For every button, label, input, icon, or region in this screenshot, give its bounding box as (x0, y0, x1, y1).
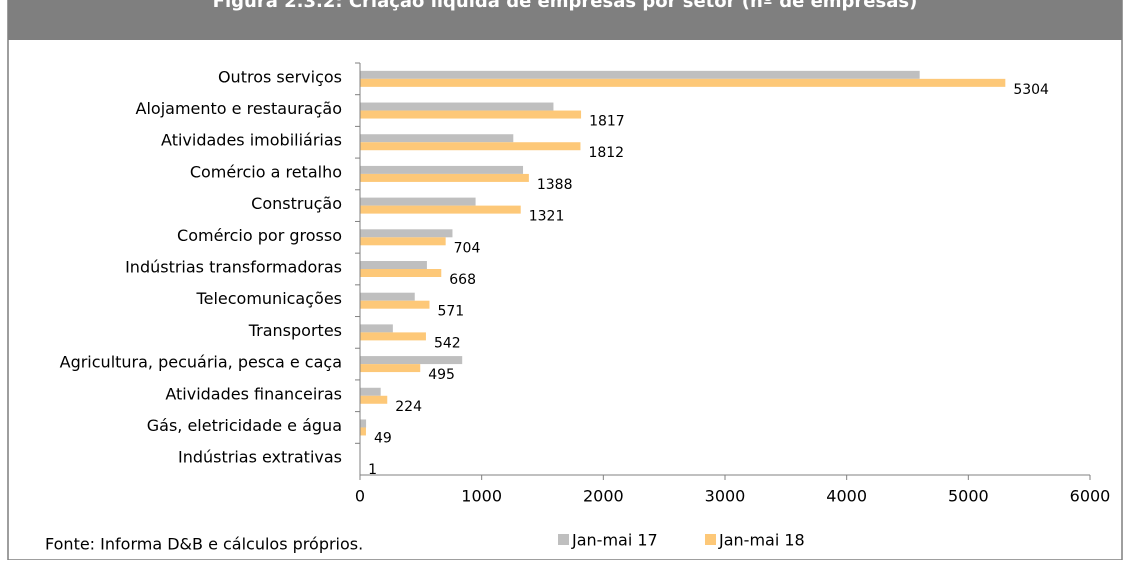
bar (360, 261, 427, 269)
bar (360, 79, 1005, 87)
y-tick-label: Indústrias transformadoras (125, 258, 342, 277)
legend-swatch (558, 534, 569, 545)
bar (360, 364, 420, 372)
data-label: 1817 (589, 114, 625, 130)
data-label: 1388 (537, 177, 573, 193)
y-tick-label: Indústrias extrativas (178, 448, 342, 467)
bar (360, 396, 387, 404)
bar (360, 332, 426, 340)
y-tick-label: Gás, eletricidade e água (147, 416, 342, 435)
data-label: 668 (449, 272, 476, 288)
y-tick-label: Alojamento e restauração (136, 99, 342, 118)
y-tick-label: Atividades financeiras (165, 384, 342, 403)
x-tick-label: 2000 (583, 487, 624, 506)
bar (360, 301, 429, 309)
x-tick-label: 1000 (461, 487, 502, 506)
y-tick-label: Comércio a retalho (190, 162, 342, 181)
source-note: Fonte: Informa D&B e cálculos próprios. (45, 535, 363, 554)
data-label: 571 (437, 304, 464, 320)
bar (360, 142, 580, 150)
legend-swatch (705, 534, 716, 545)
bar (360, 419, 366, 427)
bar (360, 134, 513, 142)
y-tick-label: Outros serviços (218, 67, 342, 86)
y-tick-label: Transportes (248, 321, 342, 340)
y-tick-label: Agricultura, pecuária, pesca e caça (60, 353, 342, 372)
bar (360, 324, 393, 332)
bar (360, 206, 521, 214)
bar (360, 71, 920, 79)
x-tick-label: 5000 (948, 487, 989, 506)
legend-label: Jan-mai 17 (571, 531, 658, 550)
y-tick-label: Atividades imobiliárias (161, 131, 342, 150)
data-label: 704 (454, 240, 481, 256)
bar (360, 198, 476, 206)
bar (360, 427, 366, 435)
y-tick-label: Comércio por grosso (177, 226, 342, 245)
bar (360, 237, 446, 245)
bar (360, 269, 441, 277)
x-tick-label: 0 (355, 487, 365, 506)
y-tick-label: Construção (251, 194, 342, 213)
y-tick-label: Telecomunicações (196, 289, 342, 308)
x-tick-label: 3000 (705, 487, 746, 506)
data-label: 49 (374, 430, 392, 446)
bar (360, 103, 553, 111)
chart-title: Figura 2.3.2: Criação líquida de empresa… (213, 0, 918, 12)
data-label: 495 (428, 367, 455, 383)
bar (360, 166, 523, 174)
bar (360, 229, 452, 237)
legend-label: Jan-mai 18 (718, 531, 805, 550)
data-label: 1321 (529, 209, 565, 225)
data-label: 542 (434, 335, 461, 351)
bar (360, 293, 415, 301)
data-label: 1 (368, 462, 377, 478)
bar (360, 356, 462, 364)
data-label: 1812 (588, 145, 624, 161)
x-tick-label: 4000 (826, 487, 867, 506)
data-label: 5304 (1013, 82, 1049, 98)
bar (360, 111, 581, 119)
x-tick-label: 6000 (1070, 487, 1111, 506)
data-label: 224 (395, 399, 422, 415)
bar (360, 388, 381, 396)
bar (360, 174, 529, 182)
